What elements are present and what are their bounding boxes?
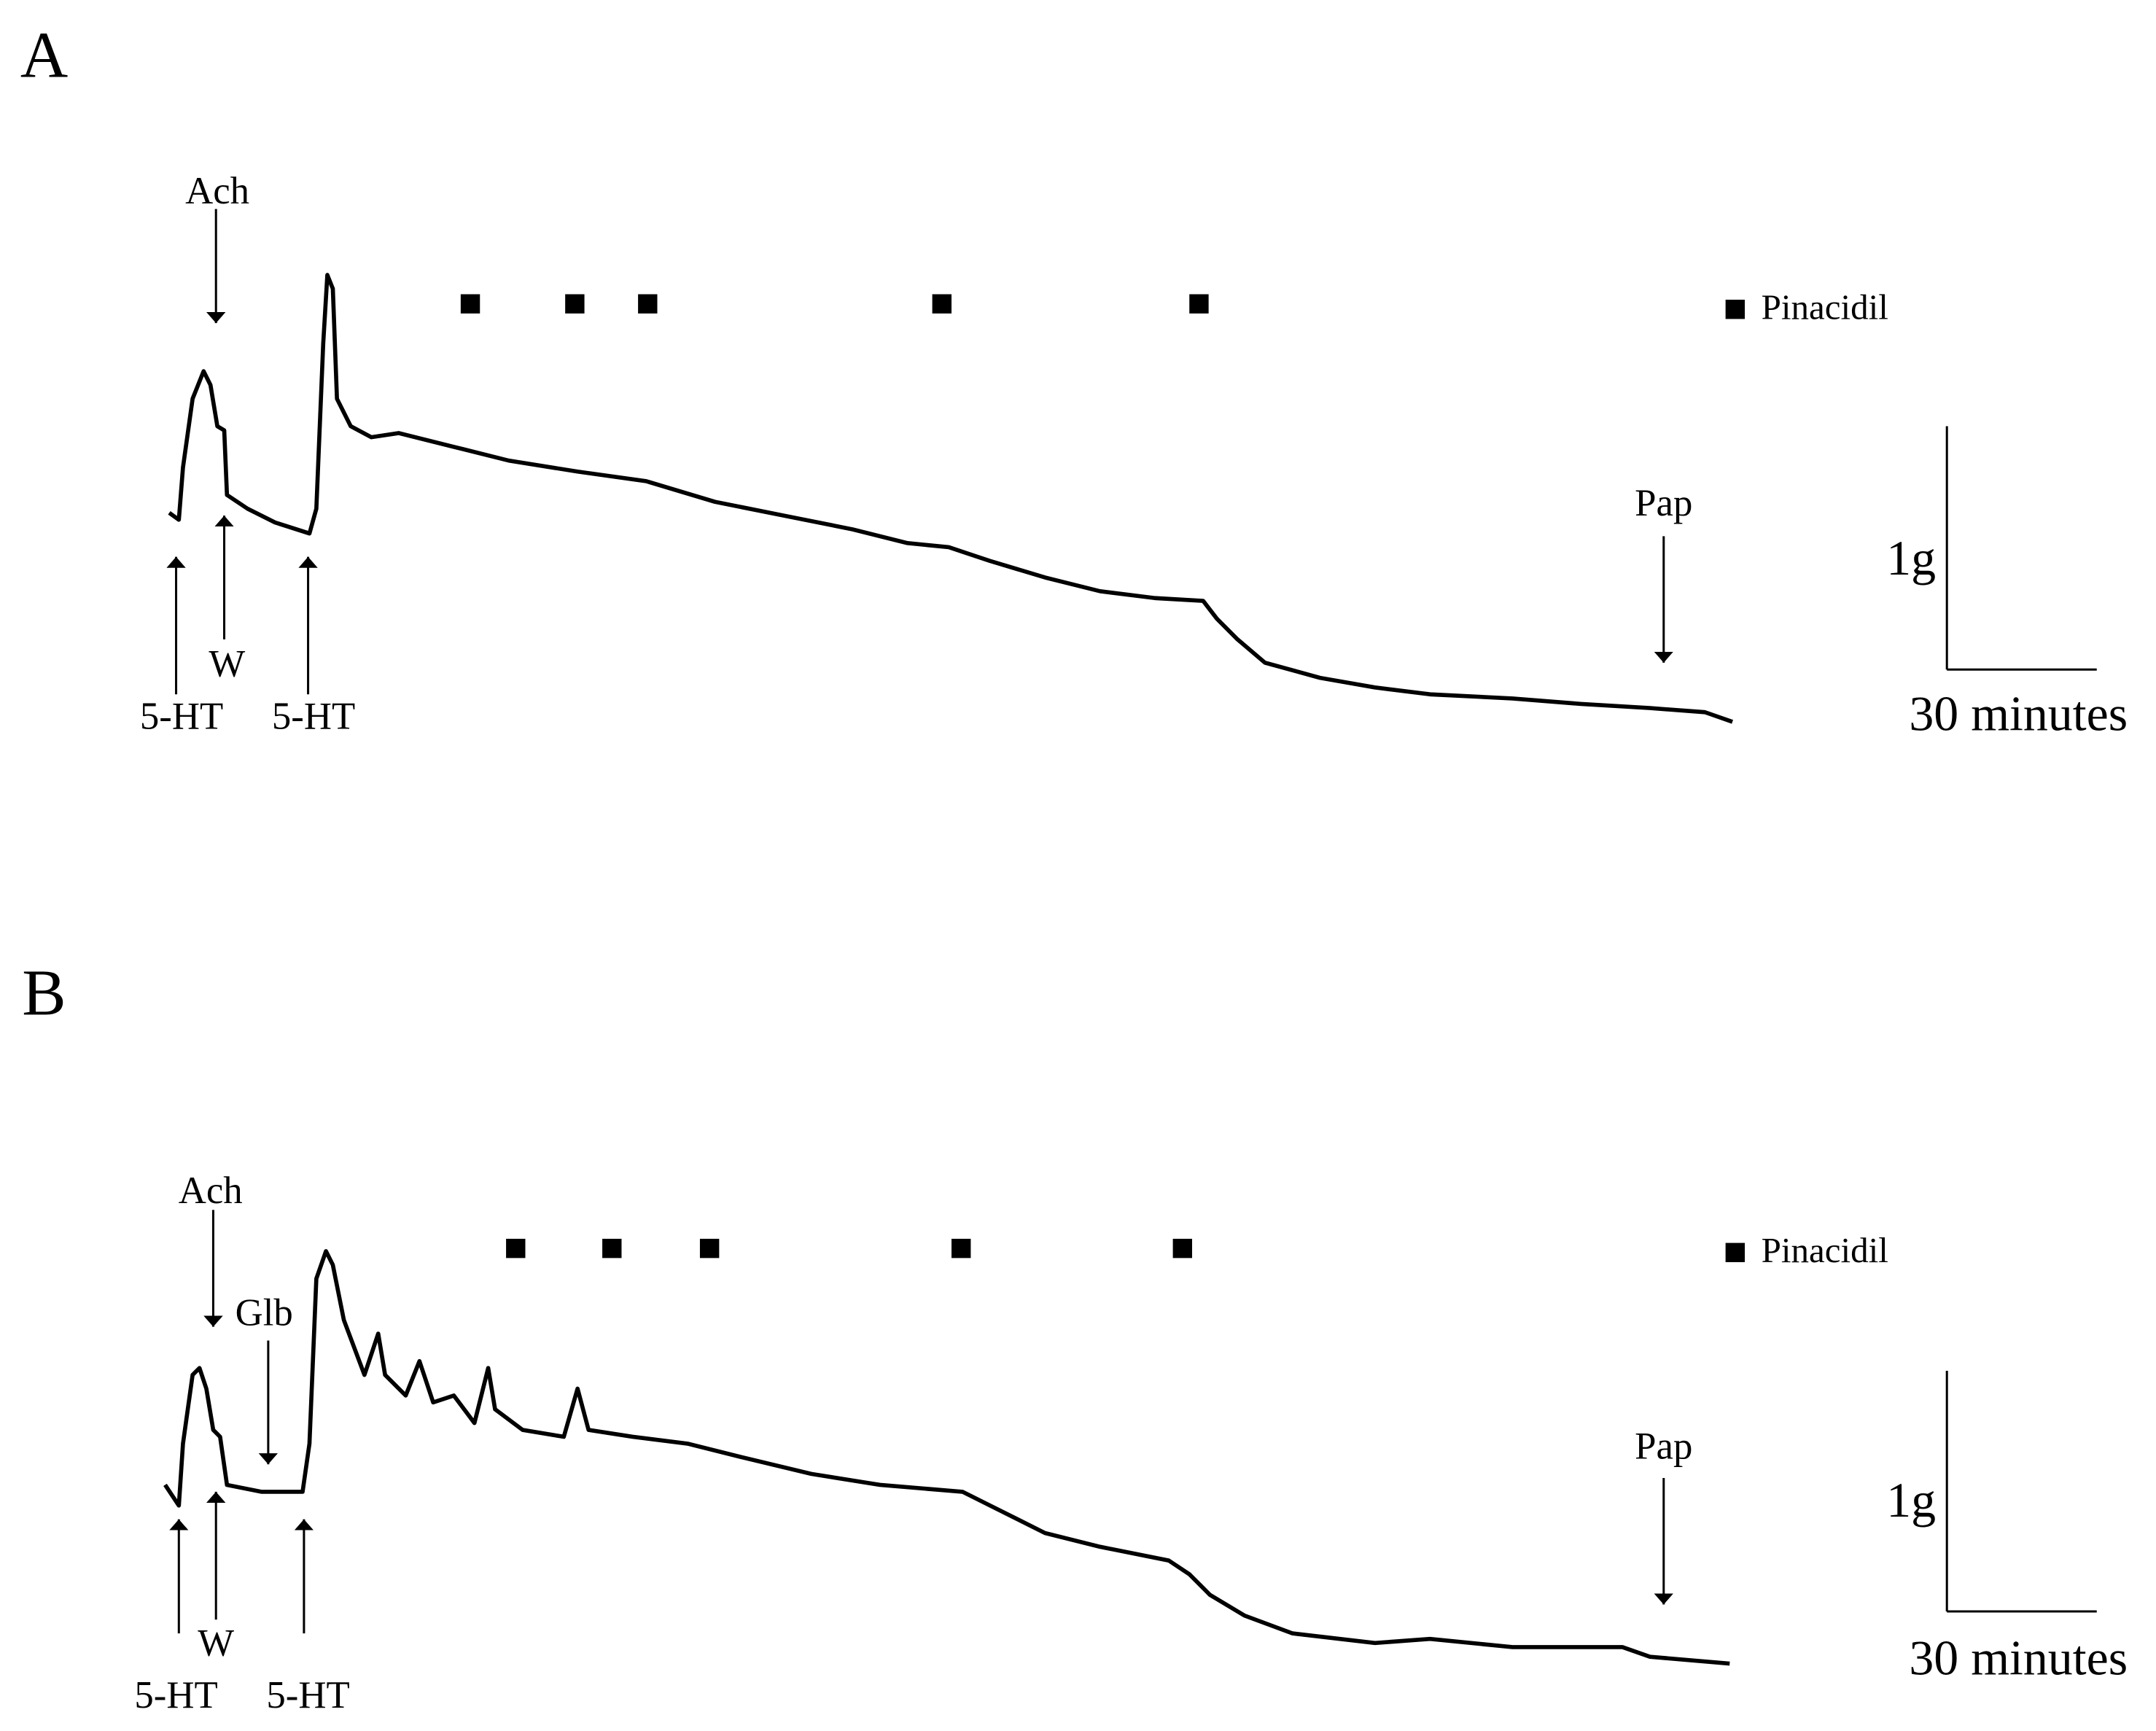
panel-b: B Pinacidil Ach Glb W 5-HT 5-HT Pap 1g 3…: [22, 956, 2128, 1716]
pinacidil-markers: [460, 294, 1746, 319]
scale-label: 30 minutes: [1909, 1631, 2128, 1686]
pinacidil-markers: [506, 1238, 1746, 1263]
scale-label: 1g: [1886, 531, 1936, 586]
annotation: Pap: [1635, 1425, 1692, 1468]
annotation: Ach: [185, 170, 249, 212]
annotation: Glb: [236, 1292, 293, 1334]
annotation: 5-HT: [272, 695, 355, 737]
panel-label: A: [20, 18, 68, 92]
legend-label: Pinacidil: [1762, 1230, 1888, 1270]
panel-label: B: [22, 956, 66, 1030]
annotation: Ach: [179, 1170, 243, 1212]
annotation: Pap: [1635, 482, 1692, 524]
annotation: 5-HT: [140, 695, 223, 737]
annotation: 5-HT: [266, 1674, 349, 1716]
trace: [168, 273, 1733, 724]
legend-label: Pinacidil: [1762, 287, 1888, 327]
scale-label: 1g: [1886, 1473, 1936, 1528]
annotation: 5-HT: [134, 1674, 217, 1716]
trace: [163, 1249, 1730, 1666]
panel-a: A Pinacidil Ach W 5-HT 5-HT Pap 1g 30 mi…: [20, 18, 2128, 742]
annotation: W: [198, 1622, 234, 1664]
scale-label: 30 minutes: [1909, 686, 2128, 741]
annotation: W: [209, 643, 245, 685]
